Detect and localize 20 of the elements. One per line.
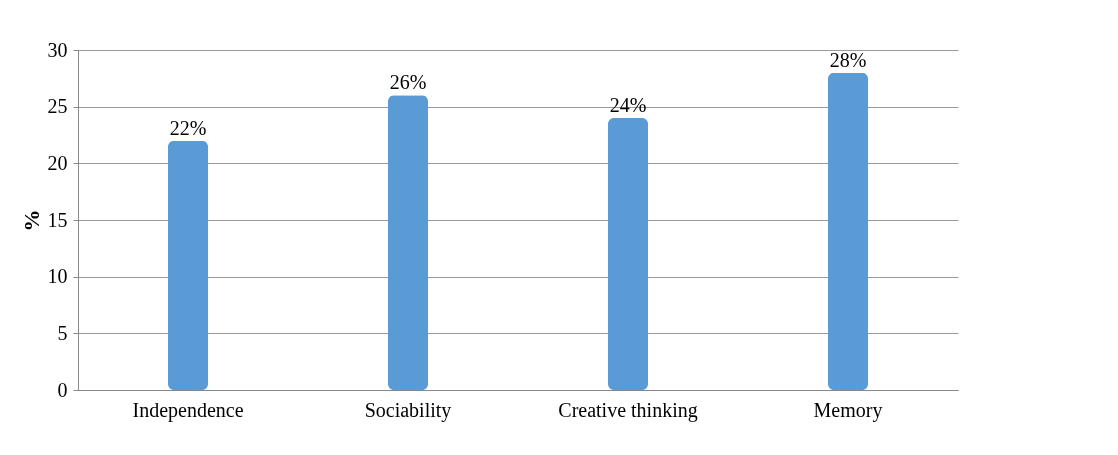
y-tick-label: 5 [57,321,68,344]
y-tick-label: 15 [47,208,68,231]
x-tick-label: Creative thinking [558,398,698,422]
data-label: 26% [389,71,427,94]
data-label: 24% [609,94,647,116]
y-tick-label: 25 [47,95,68,118]
x-tick-label: Independence [132,398,244,422]
y-tick-label: 0 [57,378,68,401]
bar [168,140,208,390]
y-tick-label: 10 [47,265,68,288]
data-label: 28% [829,48,867,71]
x-tick-label: Memory [813,398,883,422]
y-axis-title: % [18,209,44,232]
y-tick-label: 30 [47,38,68,61]
bar [608,118,648,390]
data-label: 22% [169,116,207,139]
bar [828,72,868,390]
y-tick-label: 20 [47,151,68,174]
bar [388,95,428,390]
x-tick-label: Sociability [364,398,452,422]
